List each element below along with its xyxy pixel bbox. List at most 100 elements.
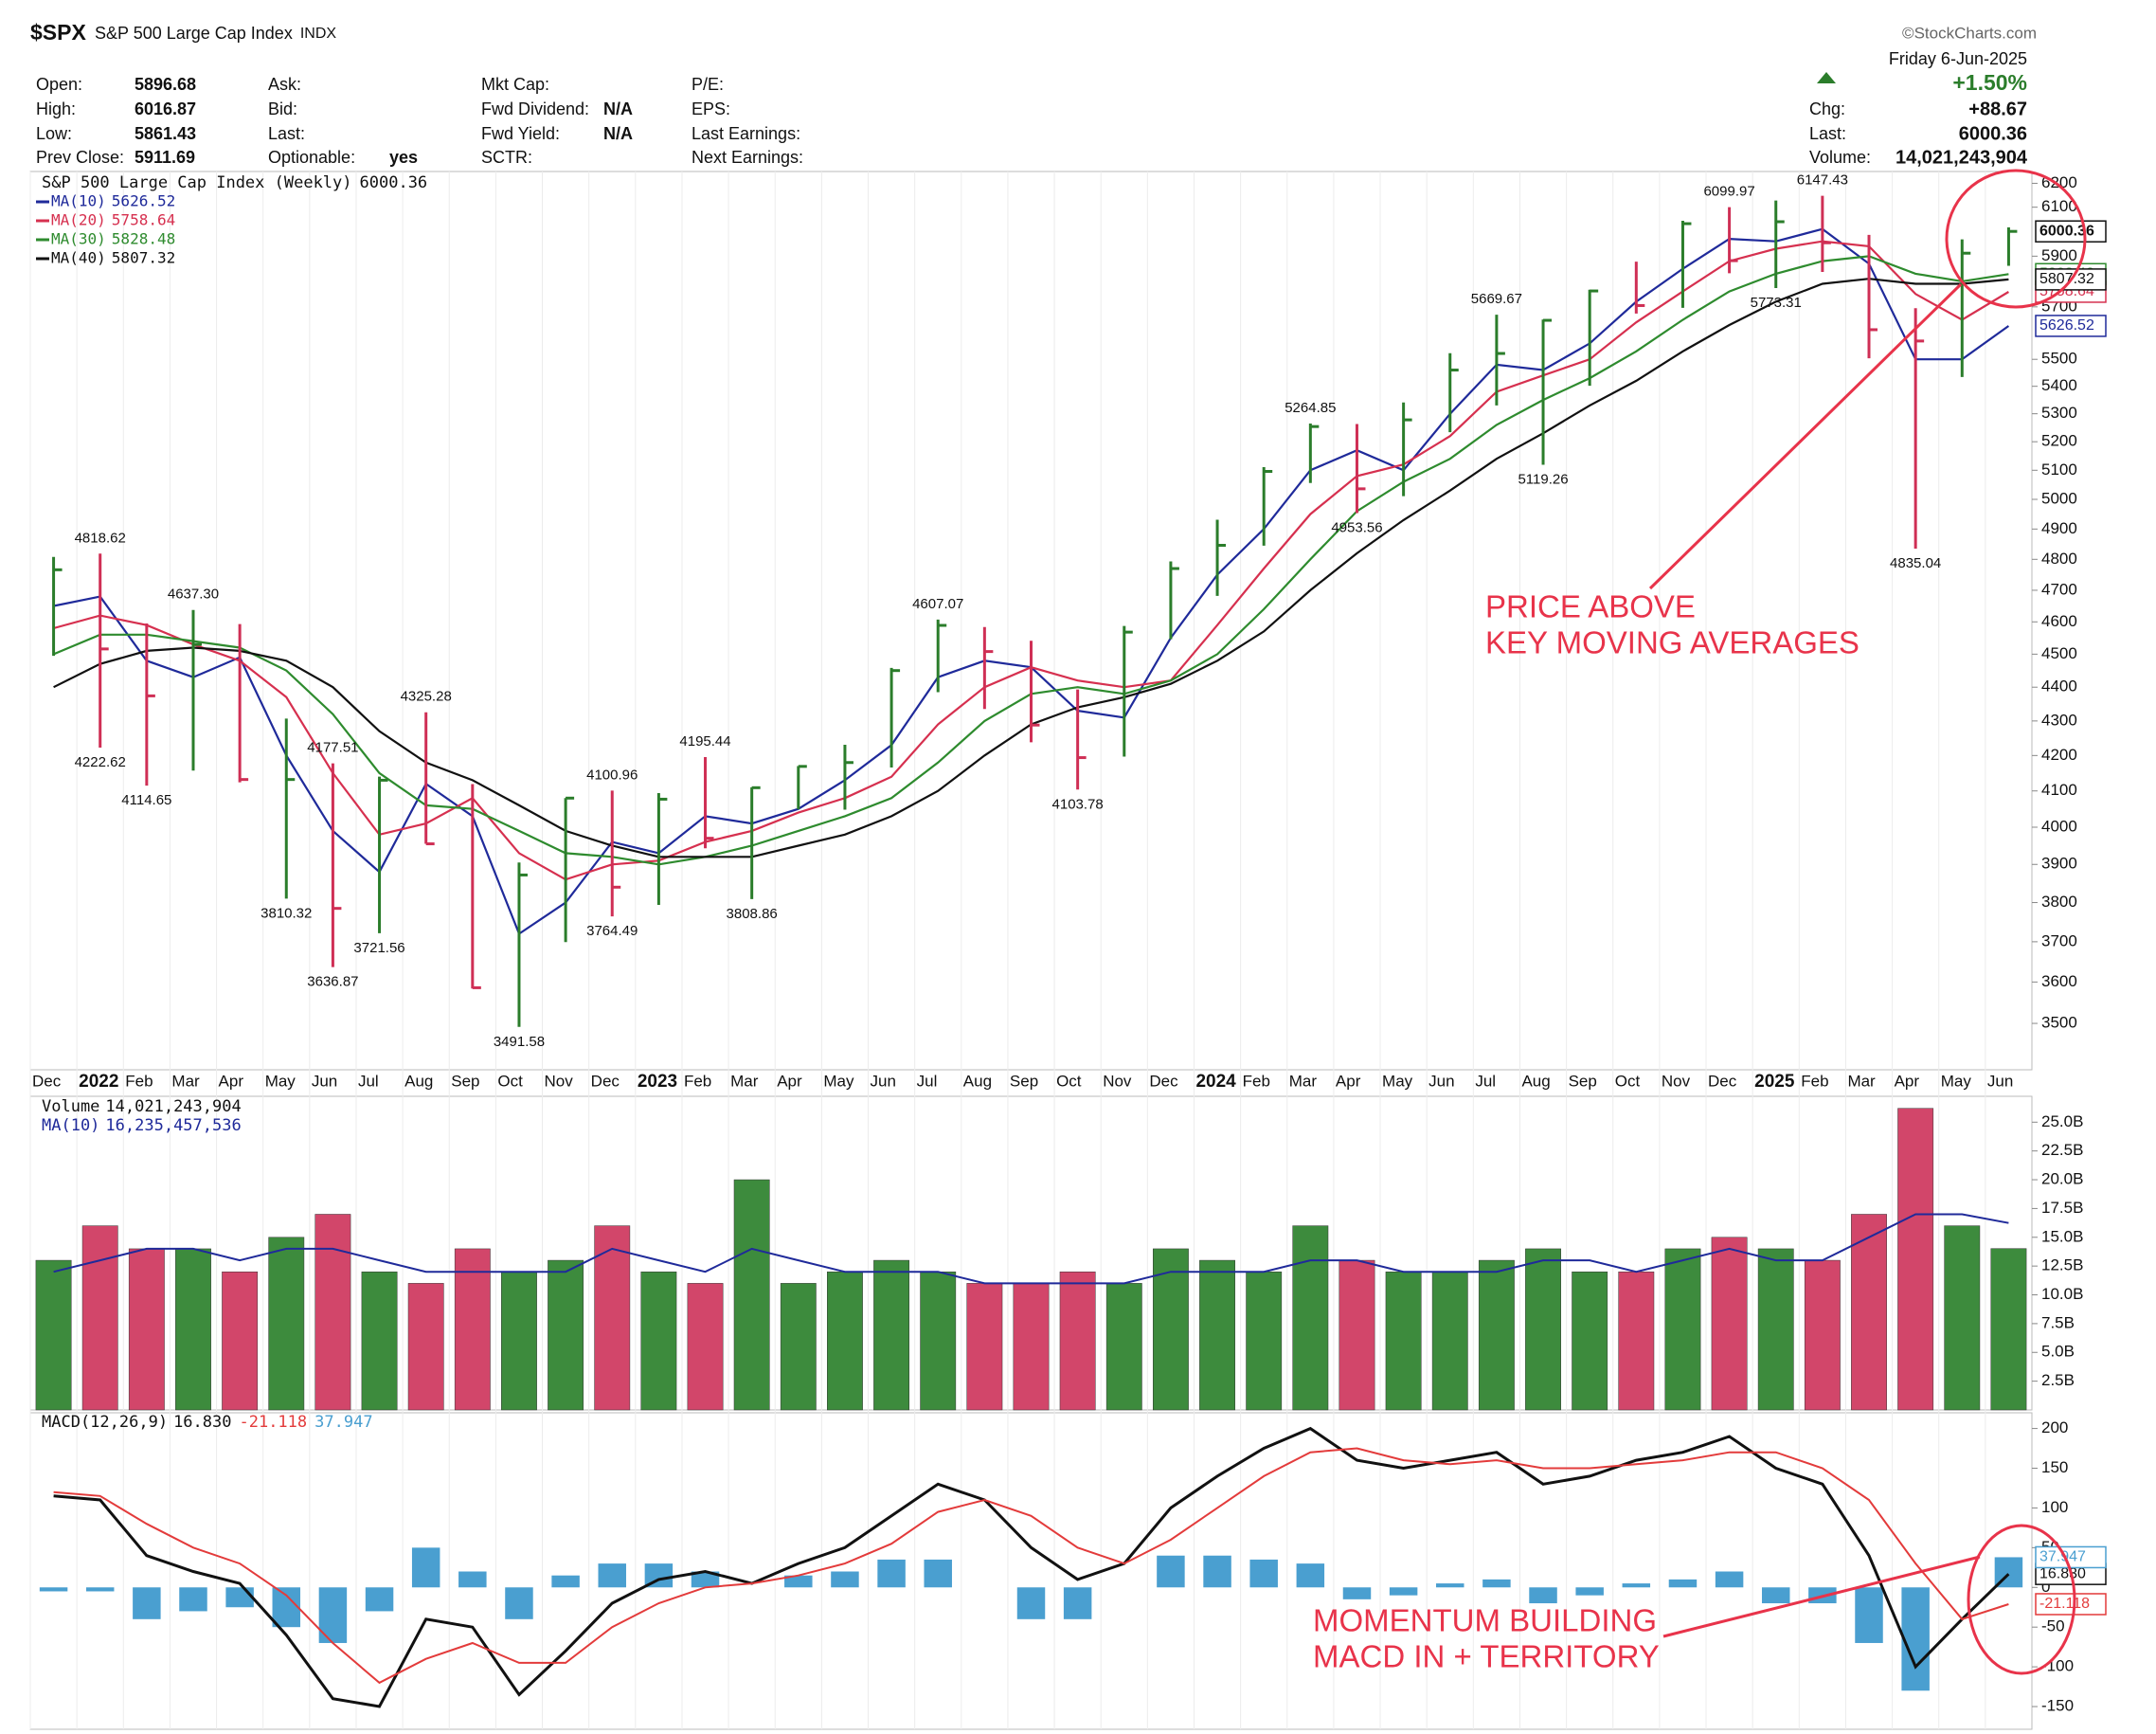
summary-label: Chg: bbox=[1809, 99, 1845, 118]
volume-bar bbox=[268, 1237, 305, 1411]
y-tick-label: 0 bbox=[2041, 1578, 2050, 1596]
histogram-bar bbox=[1715, 1571, 1744, 1588]
x-tick-label: Jun bbox=[1987, 1072, 2013, 1090]
volume-bar bbox=[1292, 1225, 1329, 1411]
histogram-bar bbox=[1342, 1587, 1372, 1599]
x-tick-label: Mar bbox=[1847, 1072, 1876, 1090]
volume-bar bbox=[361, 1271, 398, 1411]
arrow-line bbox=[1648, 282, 1963, 590]
histogram-bar bbox=[365, 1587, 394, 1612]
volume-bar bbox=[966, 1283, 1003, 1411]
quote-label: High: bbox=[36, 99, 76, 118]
volume-bar bbox=[920, 1271, 957, 1411]
summary-label: Volume: bbox=[1809, 148, 1871, 167]
high-label: 4195.44 bbox=[679, 733, 730, 750]
x-tick-label: 2022 bbox=[79, 1072, 118, 1092]
quote-label: Bid: bbox=[268, 99, 297, 118]
volume-bar bbox=[1711, 1237, 1748, 1411]
quote-value: N/A bbox=[603, 124, 633, 143]
arrow-line bbox=[1662, 1555, 1981, 1638]
legend-label: MACD(12,26,9) bbox=[42, 1413, 168, 1432]
histogram-bar bbox=[1668, 1579, 1698, 1588]
histogram-bar bbox=[1436, 1583, 1464, 1588]
volume-bar bbox=[1757, 1248, 1794, 1411]
y-tick-label: 5100 bbox=[2041, 461, 2077, 479]
low-label: 5773.31 bbox=[1751, 295, 1802, 311]
volume-bar bbox=[1851, 1214, 1887, 1411]
high-label: 4100.96 bbox=[586, 767, 638, 783]
y-tick-label: 200 bbox=[2041, 1418, 2068, 1436]
histogram-bar bbox=[1016, 1587, 1046, 1619]
annotation: MOMENTUM BUILDING bbox=[1313, 1603, 1657, 1638]
y-tick-label: 25.0B bbox=[2041, 1112, 2083, 1130]
histogram-bar bbox=[598, 1563, 626, 1588]
volume-bar bbox=[1804, 1259, 1841, 1411]
volume-bar bbox=[1897, 1108, 1934, 1411]
histogram-bar bbox=[133, 1587, 161, 1619]
value-box-label: -21.118 bbox=[2039, 1596, 2090, 1612]
volume-bar bbox=[81, 1225, 118, 1411]
y-tick-label: 3500 bbox=[2041, 1014, 2077, 1032]
x-tick-label: Jul bbox=[358, 1072, 379, 1090]
quote-label: Ask: bbox=[268, 75, 301, 94]
x-tick-label: Nov bbox=[545, 1072, 574, 1090]
quote-value: N/A bbox=[603, 99, 633, 118]
histogram-bar bbox=[784, 1575, 813, 1588]
x-tick-label: Aug bbox=[963, 1072, 992, 1090]
low-label: 4222.62 bbox=[75, 754, 126, 770]
x-tick-label: 2023 bbox=[638, 1072, 677, 1092]
x-tick-label: Dec bbox=[1708, 1072, 1737, 1090]
quote-label: Low: bbox=[36, 124, 72, 143]
signal-line bbox=[53, 1447, 2009, 1685]
legend-value: 14,021,243,904 bbox=[105, 1097, 241, 1116]
y-tick-label: 4300 bbox=[2041, 711, 2077, 729]
y-tick-label: 3800 bbox=[2041, 893, 2077, 911]
value-box-label: 16.830 bbox=[2039, 1565, 2086, 1581]
x-tick-label: Nov bbox=[1662, 1072, 1691, 1090]
quote-label: Next Earnings: bbox=[692, 148, 803, 167]
summary-label: Last: bbox=[1809, 124, 1846, 143]
x-tick-label: Apr bbox=[1895, 1072, 1920, 1090]
histogram-bar bbox=[1389, 1587, 1418, 1596]
x-tick-label: May bbox=[265, 1072, 296, 1090]
low-label: 3721.56 bbox=[353, 940, 404, 956]
x-tick-label: Mar bbox=[730, 1072, 759, 1090]
y-tick-label: 4200 bbox=[2041, 746, 2077, 764]
volume-bar bbox=[222, 1271, 259, 1411]
quote-label: Mkt Cap: bbox=[481, 75, 549, 94]
high-label: 4177.51 bbox=[307, 740, 358, 756]
high-label: 4325.28 bbox=[401, 689, 452, 705]
y-tick-label: 4500 bbox=[2041, 644, 2077, 662]
y-tick-label: 15.0B bbox=[2041, 1227, 2083, 1245]
legend-label: MA(10) bbox=[42, 1116, 99, 1135]
x-tick-label: Aug bbox=[1521, 1072, 1550, 1090]
volume-bar bbox=[1944, 1225, 1981, 1411]
volume-bar bbox=[128, 1248, 165, 1411]
value-box-label: 5807.32 bbox=[2039, 271, 2094, 287]
low-label: 4103.78 bbox=[1052, 796, 1104, 812]
x-tick-label: Dec bbox=[32, 1072, 62, 1090]
x-tick-label: Jun bbox=[1428, 1072, 1454, 1090]
x-tick-label: Apr bbox=[777, 1072, 802, 1090]
x-tick-label: 2025 bbox=[1754, 1072, 1795, 1092]
low-label: 4835.04 bbox=[1890, 555, 1941, 571]
y-tick-label: 4000 bbox=[2041, 817, 2077, 835]
quote-label: Fwd Dividend: bbox=[481, 99, 589, 118]
y-tick-label: 5900 bbox=[2041, 246, 2077, 264]
quote-label: SCTR: bbox=[481, 148, 532, 167]
volume-bar bbox=[1059, 1271, 1096, 1411]
highlight-circle bbox=[1945, 169, 2087, 309]
y-tick-label: 5.0B bbox=[2041, 1343, 2075, 1361]
x-tick-label: Feb bbox=[1243, 1072, 1270, 1090]
quote-label: Open: bbox=[36, 75, 82, 94]
histogram-bar bbox=[225, 1587, 254, 1608]
quote-label: EPS: bbox=[692, 99, 730, 118]
low-label: 3810.32 bbox=[261, 905, 312, 921]
histogram-bar bbox=[411, 1547, 440, 1588]
annotation: KEY MOVING AVERAGES bbox=[1485, 625, 1860, 660]
y-tick-label: 3900 bbox=[2041, 855, 2077, 873]
histogram-bar bbox=[39, 1587, 68, 1592]
quote-date: Friday 6-Jun-2025 bbox=[1889, 49, 2027, 68]
x-tick-label: Sep bbox=[1569, 1072, 1597, 1090]
x-tick-label: Oct bbox=[1056, 1072, 1082, 1090]
